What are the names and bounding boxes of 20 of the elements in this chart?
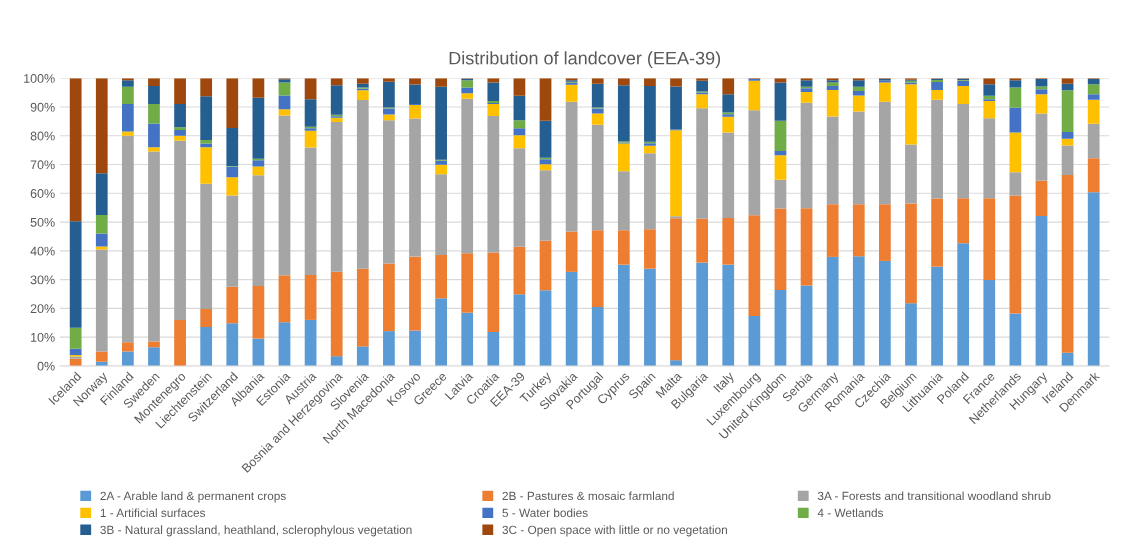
- chart-title: Distribution of landcover (EEA-39): [449, 51, 721, 69]
- y-tick-label: 30%: [30, 275, 55, 285]
- y-tick-label: 20%: [30, 304, 55, 314]
- legend-label: 3B - Natural grassland, heathland, sclerophylous vegetation: [100, 525, 412, 537]
- legend-label: 3C - Open space with little or no vegetation: [502, 525, 727, 537]
- legend-label: 5 - Water bodies: [502, 508, 588, 518]
- y-tick-label: 50%: [30, 217, 55, 227]
- legend-label: 3A - Forests and transitional woodland shrub: [817, 491, 1051, 501]
- y-tick-label: 0%: [37, 361, 55, 371]
- y-tick-label: 80%: [30, 131, 55, 141]
- legend-label: 1 - Artificial surfaces: [100, 508, 206, 518]
- legend-label: 2A - Arable land & permanent crops: [100, 491, 286, 503]
- legend-label: 4 - Wetlands: [817, 508, 884, 518]
- legend-label: 2B - Pastures & mosaic farmland: [502, 491, 674, 501]
- y-tick-label: 100%: [24, 74, 55, 83]
- y-tick-label: 60%: [30, 189, 55, 198]
- y-tick-label: 70%: [30, 160, 55, 170]
- y-tick-label: 90%: [30, 102, 55, 112]
- y-tick-label: 40%: [30, 246, 55, 256]
- y-tick-label: 10%: [31, 332, 55, 342]
